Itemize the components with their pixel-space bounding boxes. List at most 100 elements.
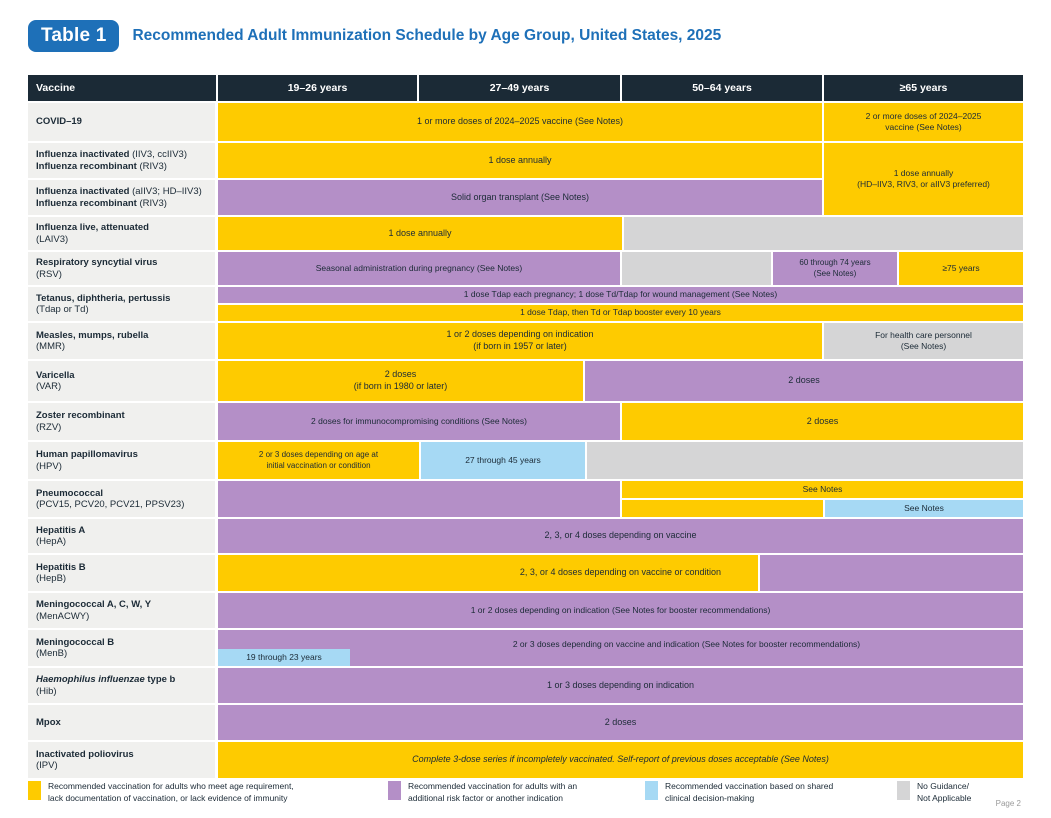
pneumococcal-cell	[218, 481, 620, 517]
hepatitis-b-cell	[218, 555, 758, 591]
varicella-cell: 2 doses (if born in 1980 or later)	[218, 361, 583, 401]
menb-cell: 2 or 3 doses depending on vaccine and in…	[512, 639, 861, 650]
row-bars-hepatitis-b: 2, 3, or 4 doses depending on vaccine or…	[218, 555, 1023, 591]
column-header-age-group-1: 19–26 years	[218, 75, 419, 101]
zoster-cell: 2 doses for immunocompromising condition…	[218, 403, 620, 440]
vaccine-label-menb: Meningococcal B (MenB)	[28, 630, 215, 666]
column-header-age-group-2: 27–49 years	[419, 75, 622, 101]
rsv-cell: ≥75 years	[899, 252, 1023, 285]
legend-swatch-shared-decision	[645, 781, 658, 800]
row-bars-zoster: 2 doses for immunocompromising condition…	[218, 403, 1023, 440]
pneumococcal-cell: See Notes	[825, 500, 1023, 517]
legend-item-no-guidance: No Guidance/Not Applicable	[897, 780, 971, 805]
influenza-iiv3-cell: 1 dose annually	[218, 143, 822, 178]
table-row-rsv: Respiratory syncytial virus (RSV) Seasonal…	[28, 252, 1023, 285]
table-row-hpv: Human papillomavirus (HPV) 2 or 3 doses de…	[28, 442, 1023, 479]
legend-item-shared-decision: Recommended vaccination based on shared c…	[645, 780, 833, 805]
table-row-pneumococcal: Pneumococcal (PCV15, PCV20, PCV21, PPSV23…	[28, 481, 1023, 517]
influenza-aiiv3-cell: Solid organ transplant (See Notes)	[218, 180, 822, 215]
table-row-hepatitis-a: Hepatitis A (HepA) 2, 3, or 4 doses depend…	[28, 519, 1023, 553]
covid-19-cell: 2 or more doses of 2024–2025 vaccine (See…	[824, 103, 1023, 141]
row-bars-hpv: 2 or 3 doses depending on age at initial …	[218, 442, 1023, 479]
table-row-tdap: Tetanus, diphtheria, pertussis (Tdap or T…	[28, 287, 1023, 321]
immunization-schedule-table: Vaccine 19–26 years 27–49 years 50–64 years…	[28, 75, 1023, 778]
hepatitis-b-cell	[760, 555, 1023, 591]
rsv-cell	[622, 252, 771, 285]
table-row-mmr: Measles, mumps, rubella (MMR) 1 or 2 doses…	[28, 323, 1023, 359]
legend-item-risk-factor: Recommended vaccination for adults with …	[388, 780, 577, 805]
mmr-cell: For health care personnel (See Notes)	[824, 323, 1023, 359]
page-number: Page 2	[995, 799, 1021, 808]
hpv-cell: 2 or 3 doses depending on age at initial …	[218, 442, 419, 479]
row-bars-covid-19: 1 or more doses of 2024–2025 vaccine (Se…	[218, 103, 1023, 141]
table-row-mpox: Mpox 2 doses	[28, 705, 1023, 740]
hpv-cell: 27 through 45 years	[421, 442, 585, 479]
vaccine-label-mmr: Measles, mumps, rubella (MMR)	[28, 323, 215, 359]
vaccine-label-tdap: Tetanus, diphtheria, pertussis (Tdap or T…	[28, 287, 215, 321]
vaccine-label-influenza-live: Influenza live, attenuated (LAIV3)	[28, 217, 215, 250]
column-header-age-group-3: 50–64 years	[622, 75, 824, 101]
vaccine-label-menacwy: Meningococcal A, C, W, Y (MenACWY)	[28, 593, 215, 628]
vaccine-label-varicella: Varicella (VAR)	[28, 361, 215, 401]
influenza-iiv3-cell: 1 dose annually (HD–IIV3, RIV3, or aIIV3 …	[824, 143, 1023, 215]
row-bars-hepatitis-a: 2, 3, or 4 doses depending on vaccine	[218, 519, 1023, 553]
table-row-covid-19: COVID–19 1 or more doses of 2024–2025 vac…	[28, 103, 1023, 141]
row-bars-pneumococcal: See Notes See Notes	[218, 481, 1023, 517]
ipv-cell: Complete 3-dose series if incompletely v…	[218, 742, 1023, 778]
color-legend: Recommended vaccination for adults who m…	[0, 780, 1051, 814]
vaccine-label-ipv: Inactivated poliovirus (IPV)	[28, 742, 215, 778]
influenza-live-cell	[624, 217, 1023, 250]
vaccine-label-influenza-aiiv3: Influenza inactivated (aIIV3; HD–IIV3) In…	[28, 180, 215, 215]
row-bars-mmr: 1 or 2 doses depending on indication (if …	[218, 323, 1023, 359]
vaccine-label-hib: Haemophilus influenzae type b (Hib)	[28, 668, 215, 703]
legend-label-risk-factor: Recommended vaccination for adults with …	[408, 781, 578, 804]
row-bars-influenza-aiiv3: Solid organ transplant (See Notes)	[218, 180, 1023, 215]
row-bars-influenza-iiv3: 1 dose annually 1 dose annually (HD–IIV3, …	[218, 143, 1023, 215]
vaccine-label-influenza-iiv3: Influenza inactivated (IIV3, ccIIV3) Infl…	[28, 143, 215, 178]
vaccine-label-rsv: Respiratory syncytial virus (RSV)	[28, 252, 215, 285]
row-bars-influenza-live: 1 dose annually	[218, 217, 1023, 250]
legend-label-recommended: Recommended vaccination for adults who m…	[48, 781, 294, 804]
legend-swatch-risk-factor	[388, 781, 401, 800]
table-row-menacwy: Meningococcal A, C, W, Y (MenACWY) 1 or 2 …	[28, 593, 1023, 628]
influenza-live-cell: 1 dose annually	[218, 217, 622, 250]
legend-label-no-guidance: No Guidance/Not Applicable	[917, 781, 972, 804]
pneumococcal-cell	[622, 500, 823, 517]
menb-cell: 19 through 23 years	[218, 649, 350, 666]
row-bars-menb: 2 or 3 doses depending on vaccine and in…	[218, 630, 1023, 666]
table-row-varicella: Varicella (VAR) 2 doses (if born in 1980 or…	[28, 361, 1023, 401]
table-row-influenza-aiiv3: Influenza inactivated (aIIV3; HD–IIV3) In…	[28, 180, 1023, 215]
hpv-cell	[587, 442, 1023, 479]
vaccine-label-pneumococcal: Pneumococcal (PCV15, PCV20, PCV21, PPSV23…	[28, 481, 215, 517]
vaccine-label-hpv: Human papillomavirus (HPV)	[28, 442, 215, 479]
table-body: COVID–19 1 or more doses of 2024–2025 vac…	[28, 103, 1023, 778]
rsv-cell: Seasonal administration during pregnancy…	[218, 252, 620, 285]
row-bars-ipv: Complete 3-dose series if incompletely v…	[218, 742, 1023, 778]
legend-swatch-recommended	[28, 781, 41, 800]
tdap-cell: 1 dose Tdap each pregnancy; 1 dose Td/Td…	[218, 287, 1023, 303]
hepatitis-a-cell: 2, 3, or 4 doses depending on vaccine	[218, 519, 1023, 553]
row-bars-rsv: Seasonal administration during pregnancy…	[218, 252, 1023, 285]
covid-19-cell: 1 or more doses of 2024–2025 vaccine (Se…	[218, 103, 822, 141]
column-header-age-group-4: ≥65 years	[824, 75, 1023, 101]
table-row-ipv: Inactivated poliovirus (IPV) Complete 3-do…	[28, 742, 1023, 778]
tdap-cell: 1 dose Tdap, then Td or Tdap booster eve…	[218, 305, 1023, 321]
row-bars-hib: 1 or 3 doses depending on indication	[218, 668, 1023, 703]
vaccine-label-covid-19: COVID–19	[28, 103, 215, 141]
vaccine-label-hepatitis-b: Hepatitis B (HepB)	[28, 555, 215, 591]
rsv-cell: 60 through 74 years (See Notes)	[773, 252, 897, 285]
varicella-cell: 2 doses	[585, 361, 1023, 401]
mpox-cell: 2 doses	[218, 705, 1023, 740]
hib-cell: 1 or 3 doses depending on indication	[218, 668, 1023, 703]
table-header-row: Vaccine 19–26 years 27–49 years 50–64 years…	[28, 75, 1023, 101]
row-bars-tdap: 1 dose Tdap each pregnancy; 1 dose Td/Td…	[218, 287, 1023, 321]
legend-swatch-no-guidance	[897, 781, 910, 800]
row-bars-mpox: 2 doses	[218, 705, 1023, 740]
table-row-zoster: Zoster recombinant (RZV) 2 doses for immun…	[28, 403, 1023, 440]
table-number-badge: Table 1	[28, 20, 120, 52]
table-row-menb: Meningococcal B (MenB) 2 or 3 doses depend…	[28, 630, 1023, 666]
legend-label-shared-decision: Recommended vaccination based on shared c…	[665, 781, 834, 804]
vaccine-label-mpox: Mpox	[28, 705, 215, 740]
table-row-hib: Haemophilus influenzae type b (Hib) 1 or 3…	[28, 668, 1023, 703]
